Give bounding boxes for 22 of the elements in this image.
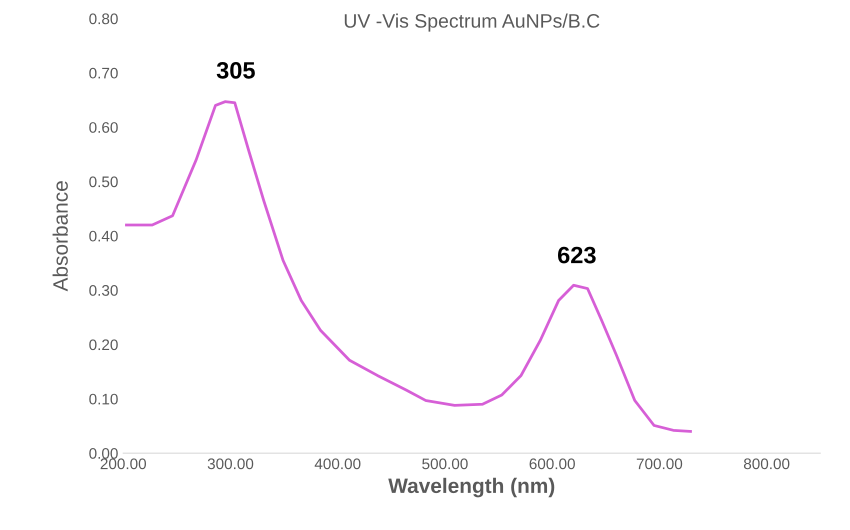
y-tick-label: 0.70 xyxy=(89,68,118,79)
x-tick-label: 700.00 xyxy=(636,458,682,470)
x-tick-label: 400.00 xyxy=(314,458,360,470)
x-tick-label: 800.00 xyxy=(744,458,790,470)
line-series xyxy=(125,100,692,433)
annotation: 623 xyxy=(558,246,596,264)
x-tick-label: 500.00 xyxy=(422,458,468,470)
y-tick-label: 0.50 xyxy=(89,176,118,188)
y-tick-label: 0.60 xyxy=(89,122,118,133)
chart-title: UV -Vis Spectrum AuNPs/B.C xyxy=(344,14,600,32)
annotation: 305 xyxy=(216,62,255,79)
x-axis-title: Wavelength (nm) xyxy=(388,478,554,498)
x-tick-label: 200.00 xyxy=(100,458,146,470)
y-tick-label: 0.80 xyxy=(89,13,118,24)
y-tick-label: 0.00 xyxy=(89,448,118,459)
x-tick-label: 600.00 xyxy=(530,458,575,470)
y-tick-label: 0.10 xyxy=(89,394,118,405)
y-tick-label: 0.30 xyxy=(89,285,118,296)
y-tick-label: 0.20 xyxy=(89,339,118,350)
y-tick-label: 0.40 xyxy=(89,230,118,242)
y-axis-title: Absorbance xyxy=(52,181,68,292)
x-tick-label: 300.00 xyxy=(208,458,254,470)
